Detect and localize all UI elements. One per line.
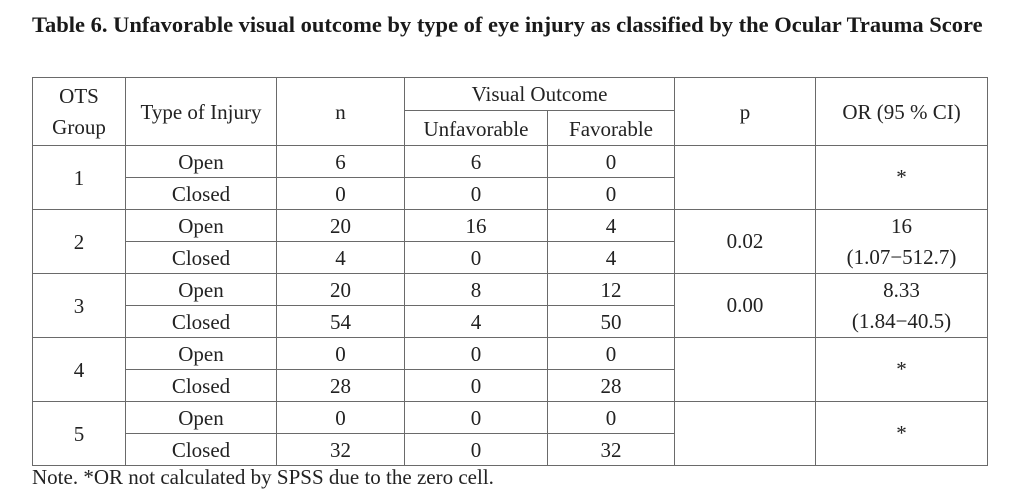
table-row: 5 Open 0 0 0 * — [32, 401, 989, 466]
odds-ratio-value: * — [896, 421, 907, 445]
odds-ratio-value: 8.33 — [883, 277, 920, 302]
header-row-2: Unfavorable Favorable — [33, 110, 988, 146]
table-row: Closed 54 4 50 — [33, 305, 988, 338]
n-cell: 32 — [276, 433, 405, 466]
favorable-cell: 50 — [546, 305, 676, 338]
odds-ratio-cell: * — [815, 337, 989, 402]
unfavorable-cell: 16 — [404, 209, 548, 242]
unfavorable-cell: 0 — [404, 433, 548, 466]
odds-ratio-cell: 16 (1.07−512.7) — [815, 209, 989, 274]
header-type-of-injury: Type of Injury — [125, 77, 277, 146]
unfavorable-cell: 6 — [404, 145, 548, 178]
p-value-cell: 0.02 — [674, 209, 817, 274]
odds-ratio-cell: * — [815, 145, 989, 210]
odds-ratio-value: * — [896, 357, 907, 381]
table-row: 1 Open 6 6 0 * — [32, 145, 989, 210]
injury-type-cell: Open — [125, 401, 277, 434]
header-unfavorable: Unfavorable — [404, 110, 548, 146]
unfavorable-cell: 0 — [404, 337, 548, 370]
injury-type-cell: Open — [125, 337, 277, 370]
p-value-cell — [674, 337, 817, 402]
odds-ratio-value: * — [896, 165, 907, 189]
favorable-cell: 28 — [546, 369, 676, 402]
ots-group-cell: 2 — [32, 209, 126, 274]
ots-group-cell: 4 — [32, 337, 126, 402]
unfavorable-cell: 8 — [404, 273, 548, 306]
table-row: Closed 4 0 4 — [33, 241, 988, 274]
injury-type-cell: Open — [125, 273, 277, 306]
favorable-cell: 4 — [546, 209, 676, 242]
header-favorable: Favorable — [546, 110, 676, 146]
header-visual-outcome: Visual Outcome — [403, 77, 676, 111]
unfavorable-cell: 0 — [404, 401, 548, 434]
n-cell: 0 — [276, 177, 405, 210]
favorable-cell: 0 — [546, 401, 676, 434]
n-cell: 54 — [276, 305, 405, 338]
table-note: Note. *OR not calculated by SPSS due to … — [32, 465, 494, 489]
favorable-cell: 32 — [546, 433, 676, 466]
odds-ratio-ci: (1.84−40.5) — [851, 308, 952, 333]
header-n: n — [276, 77, 405, 146]
unfavorable-cell: 0 — [404, 177, 548, 210]
n-cell: 20 — [276, 273, 405, 306]
table-row: 3 Open 20 8 12 0.00 8.33 (1.84−40.5) — [32, 273, 989, 338]
table-row: Closed 28 0 28 — [33, 369, 988, 402]
odds-ratio-value: 16 — [891, 213, 913, 238]
p-value-cell: 0.00 — [674, 273, 817, 338]
ots-group-cell: 5 — [32, 401, 126, 466]
header-or: OR (95 % CI) — [815, 77, 989, 146]
favorable-cell: 12 — [546, 273, 676, 306]
header-row-1: OTS Group Type of Injury n Visual Outcom… — [32, 77, 989, 146]
injury-type-cell: Closed — [125, 177, 277, 210]
ots-group-cell: 1 — [32, 145, 126, 210]
odds-ratio-cell: 8.33 (1.84−40.5) — [815, 273, 989, 338]
unfavorable-cell: 0 — [404, 241, 548, 274]
injury-type-cell: Closed — [125, 241, 277, 274]
n-cell: 4 — [276, 241, 405, 274]
table-row: 2 Open 20 16 4 0.02 16 (1.07−512.7) — [32, 209, 989, 274]
ots-outcome-table: OTS Group Type of Injury n Visual Outcom… — [32, 77, 989, 466]
injury-type-cell: Closed — [125, 369, 277, 402]
favorable-cell: 4 — [546, 241, 676, 274]
p-value-cell — [674, 401, 817, 466]
n-cell: 20 — [276, 209, 405, 242]
favorable-cell: 0 — [546, 337, 676, 370]
odds-ratio-cell: * — [815, 401, 989, 466]
odds-ratio-ci: (1.07−512.7) — [846, 244, 957, 269]
header-ots-group: OTS Group — [32, 77, 126, 146]
injury-type-cell: Open — [125, 209, 277, 242]
favorable-cell: 0 — [546, 177, 676, 210]
ots-group-cell: 3 — [32, 273, 126, 338]
table-caption: Table 6. Unfavorable visual outcome by t… — [32, 12, 983, 37]
injury-type-cell: Closed — [125, 305, 277, 338]
header-p: p — [674, 77, 817, 146]
p-value-cell — [674, 145, 817, 210]
unfavorable-cell: 4 — [404, 305, 548, 338]
table-row: Closed 32 0 32 — [33, 433, 988, 466]
table-row: 4 Open 0 0 0 * — [32, 337, 989, 402]
n-cell: 0 — [276, 337, 405, 370]
injury-type-cell: Closed — [125, 433, 277, 466]
unfavorable-cell: 0 — [404, 369, 548, 402]
favorable-cell: 0 — [546, 145, 676, 178]
n-cell: 6 — [276, 145, 405, 178]
n-cell: 0 — [276, 401, 405, 434]
injury-type-cell: Open — [125, 145, 277, 178]
n-cell: 28 — [276, 369, 405, 402]
